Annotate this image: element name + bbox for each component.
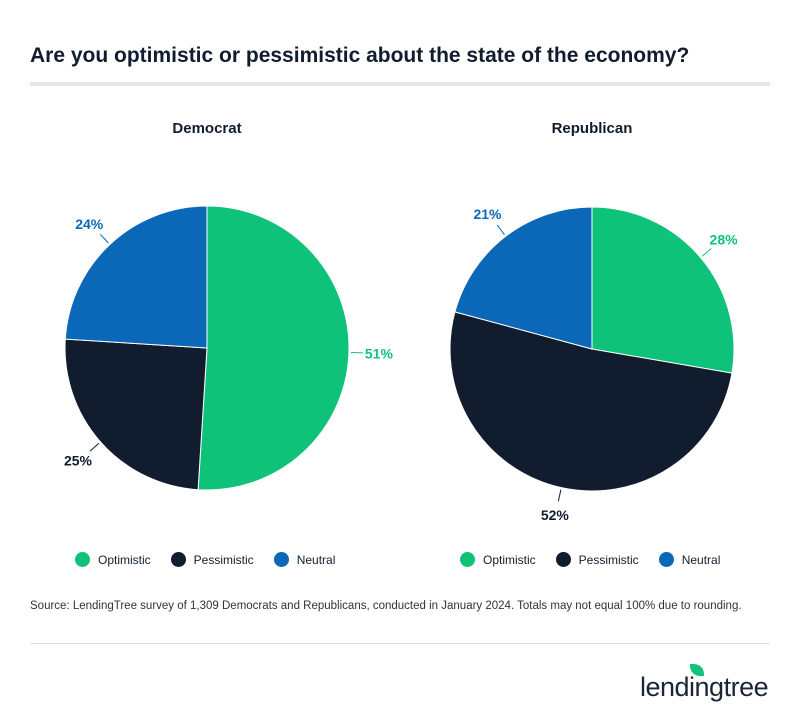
lendingtree-logo: lendingtree <box>640 672 769 702</box>
leaf-logo-icon <box>690 664 704 676</box>
legend-democrat: Optimistic Pessimistic Neutral <box>75 552 335 567</box>
pie-title: Republican <box>552 120 633 137</box>
pie-slice-pessimistic <box>64 338 208 491</box>
legend-republican: Optimistic Pessimistic Neutral <box>460 552 720 567</box>
chart-title: Are you optimistic or pessimistic about … <box>30 44 690 67</box>
legend-item-neutral: Neutral <box>658 552 720 567</box>
data-label: 51% <box>365 345 394 361</box>
data-label: 21% <box>473 206 502 222</box>
legend-item-neutral: Neutral <box>273 552 335 567</box>
data-label: 24% <box>75 216 104 232</box>
footer-divider <box>30 643 770 644</box>
pie-slice-optimistic <box>591 206 735 374</box>
source-note: Source: LendingTree survey of 1,309 Demo… <box>30 600 742 612</box>
leader-line <box>557 489 562 502</box>
legend-item-pessimistic: Pessimistic <box>555 552 639 567</box>
pie-title: Democrat <box>172 120 241 137</box>
title-divider <box>30 82 770 86</box>
legend-item-pessimistic: Pessimistic <box>170 552 254 567</box>
pie-slice-optimistic <box>197 205 350 491</box>
data-label: 25% <box>64 452 93 468</box>
pie-slice-pessimistic <box>449 311 733 492</box>
legend-item-optimistic: Optimistic <box>75 552 151 567</box>
pie-slice-neutral <box>454 206 593 350</box>
leader-line <box>89 442 100 452</box>
leader-line <box>701 248 712 257</box>
pie-slice-neutral <box>64 205 208 349</box>
data-label: 52% <box>541 507 570 523</box>
leader-line <box>496 224 505 235</box>
leader-line <box>99 233 109 244</box>
data-label: 28% <box>710 232 739 248</box>
legend-item-optimistic: Optimistic <box>460 552 536 567</box>
